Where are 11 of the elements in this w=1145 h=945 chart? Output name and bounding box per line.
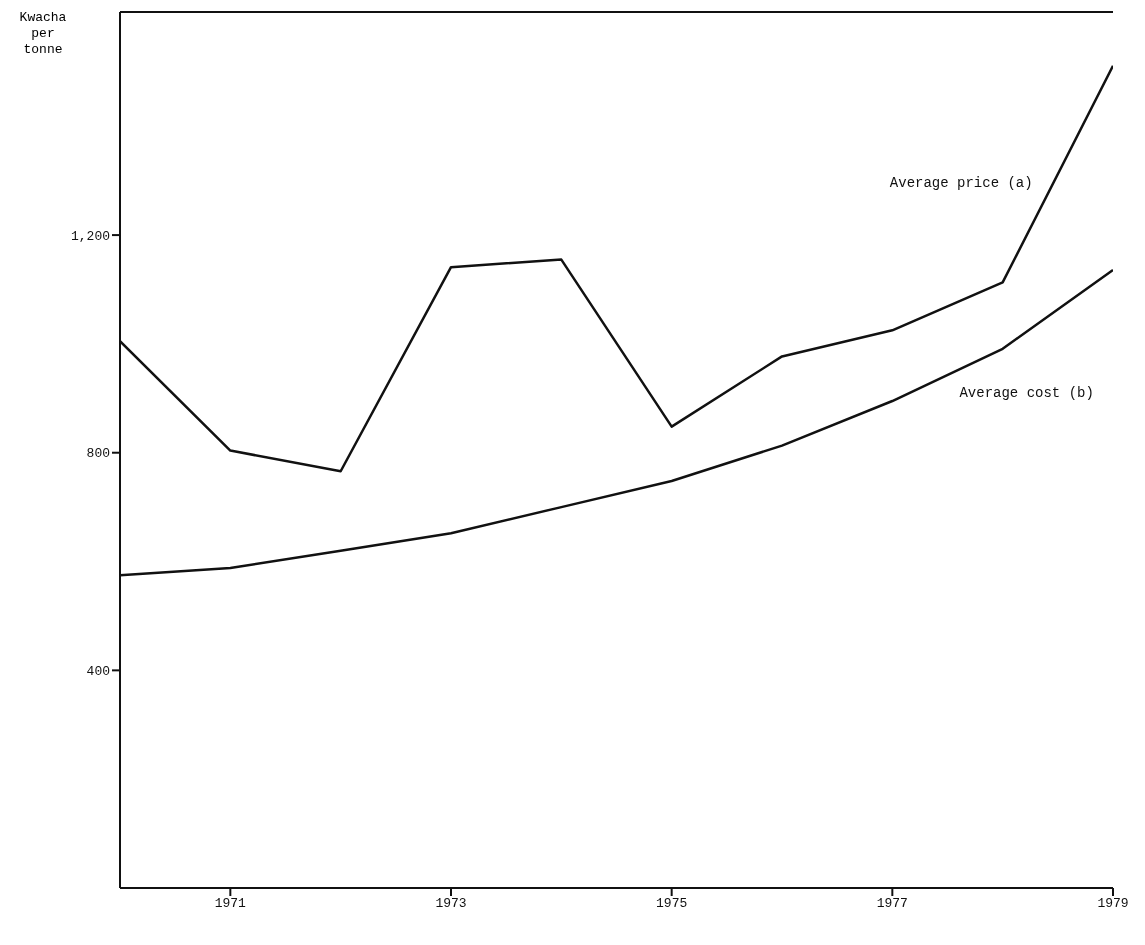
y-tick-label: 400 [86,663,110,679]
series-label: Average price (a) [889,175,1033,192]
series-label: Average cost (b) [959,384,1094,401]
x-tick-label: 1975 [656,896,688,912]
y-tick-label: 1,200 [70,228,110,244]
x-tick-label: 1973 [435,896,467,912]
y-axis-title: Kwacha per tonne [18,10,68,58]
y-tick-label: 800 [86,446,110,462]
x-tick-label: 1979 [1097,896,1129,912]
x-tick-label: 1971 [214,896,247,912]
x-tick-label: 1977 [876,896,908,912]
